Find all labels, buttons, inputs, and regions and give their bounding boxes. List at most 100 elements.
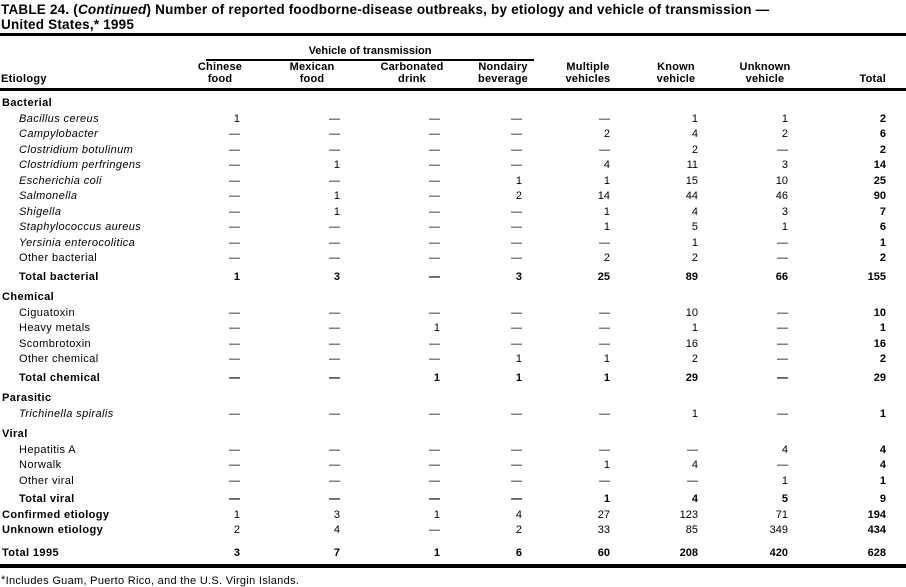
etiology-label: Total 1995 [2,546,59,559]
value-cell: — [429,443,440,456]
value-cell: 4 [691,493,698,505]
value-cell [534,90,622,112]
value-cell [800,422,906,443]
header-line: Nondairy [478,61,528,73]
value-cell [252,422,352,443]
value-cell: 1 [603,205,610,218]
value-cell: 208 [679,546,698,559]
value-cell: 1 [879,407,886,420]
section-row-chemical: Chemical [0,285,906,306]
value-cell [188,90,252,112]
value-cell: — [429,143,440,156]
value-cell: — [229,353,240,365]
value-cell: 3 [515,270,522,283]
etiology-label: Total chemical [19,371,101,384]
value-cell: 16 [873,337,886,350]
col-header-chinese-food: Chinese food [188,61,252,91]
col-header-mexican-food: Mexican food [252,61,352,91]
etiology-label: Yersinia enterocolitica [19,236,136,249]
value-cell: 6 [879,128,886,140]
value-cell: 1 [879,236,886,249]
value-cell: 1 [603,371,610,384]
header-line: food [299,73,325,85]
row-other-viral: Other viral — — — — — — 1 1 [0,474,906,490]
value-cell: 2 [879,112,886,125]
value-cell [622,422,710,443]
value-cell: — [429,190,440,202]
value-cell: — [511,443,522,456]
row-scombrotoxin: Scombrotoxin — — — — — 16 — 16 [0,337,906,353]
header-line: vehicle [745,73,785,85]
row-ciguatoxin: Ciguatoxin — — — — — 10 — 10 [0,306,906,322]
value-cell: — [429,236,440,249]
value-cell [452,422,534,443]
value-cell: — [429,252,440,264]
value-cell: — [777,371,788,384]
spanner-row: Vehicle of transmission [0,43,906,61]
value-cell: 4 [691,459,698,471]
value-cell: 4 [691,128,698,140]
value-cell: 1 [603,221,610,233]
value-cell: — [229,128,240,140]
value-cell: 2 [691,143,698,156]
etiology-label: Ciguatoxin [19,306,75,319]
value-cell: — [329,322,340,334]
header-line: Total [859,73,886,85]
table-body: Bacterial Bacillus cereus 1— — — —1 1 2 Campylob… [0,90,906,562]
column-header-row: Etiology Chinese food Mexican food Carbo… [0,61,906,91]
value-cell: 2 [233,524,240,536]
value-cell: 1 [433,546,440,559]
header-line: Carbonated [380,61,444,73]
value-cell: 90 [873,190,886,202]
value-cell: — [429,407,440,420]
value-cell: — [511,407,522,420]
value-cell: — [429,459,440,471]
value-cell: 1 [333,159,340,171]
value-cell: — [429,205,440,218]
value-cell: — [777,322,788,334]
value-cell: — [229,190,240,202]
value-cell: 2 [691,353,698,365]
col-header-known-vehicle: Known vehicle [622,61,710,91]
value-cell [800,285,906,306]
value-cell: — [229,174,240,187]
row-total-bacterial: Total bacterial 1 3 — 3 25 89 66 155 [0,267,906,286]
value-cell [710,90,800,112]
value-cell: 1 [879,322,886,334]
value-cell: — [429,270,440,283]
header-line: Known [657,61,695,73]
value-cell: — [511,159,522,171]
value-cell: 1 [691,407,698,420]
footnote: *Includes Guam, Puerto Rico, and the U.S… [0,568,906,587]
etiology-label: Norwalk [19,459,62,471]
value-cell: — [229,322,240,334]
value-cell: — [429,524,440,536]
value-cell [188,386,252,407]
value-cell: — [429,174,440,187]
value-cell [352,422,452,443]
row-bacillus-cereus: Bacillus cereus 1 — — — — 1 1 2 [0,112,906,128]
value-cell: — [599,112,610,125]
value-cell: 1 [603,459,610,471]
value-cell: 1 [691,236,698,249]
value-cell: 7 [879,205,886,218]
section-row-parasitic: Parasitic [0,386,906,407]
etiology-label: Staphylococcus aureus [19,221,142,233]
value-cell: — [329,306,340,319]
row-other-chemical: Other chemical — — — 1 1 2 — 2 [0,352,906,368]
value-cell: — [329,252,340,264]
value-cell: 155 [867,270,886,283]
col-header-multiple-vehicles: Multiple vehicles [534,61,622,91]
value-cell: — [777,353,788,365]
value-cell: 1 [233,270,240,283]
value-cell: 123 [679,508,698,521]
section-row-viral: Viral [0,422,906,443]
etiology-label: Bacillus cereus [19,112,99,125]
row-trichinella-spiralis: Trichinella spiralis — — — — — 1 — 1 [0,407,906,423]
section-row-bacterial: Bacterial [0,90,906,112]
value-cell: 1 [233,112,240,125]
value-cell: 194 [867,508,886,521]
value-cell: — [229,337,240,350]
value-cell: 4 [879,459,886,471]
value-cell [710,422,800,443]
